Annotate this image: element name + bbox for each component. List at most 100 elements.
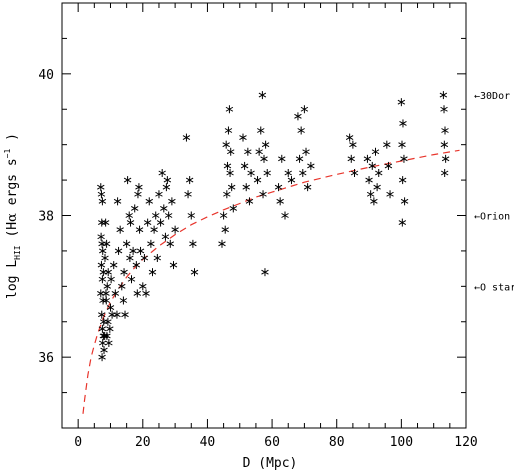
point-stroke <box>345 135 354 141</box>
data-point <box>119 296 128 305</box>
data-point <box>127 275 136 284</box>
data-point <box>287 176 296 185</box>
data-point <box>297 126 305 135</box>
data-point <box>349 140 357 149</box>
data-point <box>116 225 124 234</box>
data-point <box>300 105 309 114</box>
data-point <box>102 289 110 298</box>
data-point <box>126 254 134 262</box>
point-stroke <box>399 120 407 126</box>
point-stroke <box>299 170 307 176</box>
point-stroke <box>259 191 267 197</box>
point-stroke <box>383 142 391 148</box>
point-stroke <box>224 128 233 133</box>
data-point <box>97 183 105 192</box>
data-point <box>258 91 267 100</box>
point-stroke <box>156 220 165 226</box>
point-stroke <box>284 170 292 176</box>
point-stroke <box>223 163 232 169</box>
point-stroke <box>102 241 111 247</box>
data-point <box>345 133 354 142</box>
data-point <box>161 232 170 241</box>
data-point <box>223 161 232 170</box>
point-stroke <box>300 106 309 112</box>
point-stroke <box>147 241 155 247</box>
point-stroke <box>169 262 178 268</box>
data-point <box>398 140 406 149</box>
data-point <box>99 296 107 305</box>
data-point <box>226 169 234 177</box>
point-stroke <box>371 149 380 155</box>
x-tick-label: 40 <box>200 435 216 450</box>
data-point <box>365 176 373 185</box>
point-stroke <box>276 198 284 204</box>
data-point <box>102 239 111 248</box>
data-point <box>383 140 391 149</box>
point-stroke <box>274 184 283 190</box>
point-stroke <box>106 326 114 332</box>
point-stroke <box>439 92 448 98</box>
point-stroke <box>302 149 310 155</box>
point-stroke <box>373 184 381 190</box>
y-tick-label: 38 <box>38 210 54 225</box>
plot-border <box>61 2 467 429</box>
data-point <box>113 197 122 206</box>
x-tick-label: 120 <box>454 435 477 450</box>
point-stroke <box>222 142 230 148</box>
point-stroke <box>287 177 296 183</box>
data-point <box>99 317 108 326</box>
y-label-sup: −1 <box>3 149 12 159</box>
point-stroke <box>253 177 262 183</box>
data-point <box>98 197 107 206</box>
data-point <box>113 310 121 319</box>
point-stroke <box>368 163 377 169</box>
x-axis-label: D (Mpc) <box>243 456 298 471</box>
data-point <box>221 225 229 234</box>
point-stroke <box>99 333 108 339</box>
data-point <box>242 183 250 192</box>
data-point <box>156 218 165 227</box>
data-point <box>375 169 383 177</box>
point-stroke <box>158 170 166 176</box>
point-stroke <box>113 312 121 318</box>
data-point <box>140 254 149 262</box>
data-point <box>97 232 105 241</box>
data-point <box>100 346 108 355</box>
point-stroke <box>107 276 115 282</box>
point-stroke <box>99 298 107 303</box>
data-point <box>129 246 137 255</box>
point-stroke <box>295 156 304 162</box>
data-point <box>102 296 111 305</box>
data-point <box>139 282 147 291</box>
data-point <box>398 176 407 185</box>
data-point <box>122 239 131 248</box>
point-stroke <box>261 142 270 148</box>
point-stroke <box>136 248 145 254</box>
data-point <box>97 190 106 199</box>
point-stroke <box>104 269 112 275</box>
data-point <box>225 105 234 114</box>
point-stroke <box>98 340 107 346</box>
point-stroke <box>111 290 120 296</box>
point-stroke <box>245 198 254 204</box>
data-point <box>226 147 235 156</box>
point-stroke <box>397 99 406 105</box>
point-stroke <box>303 184 312 190</box>
data-point <box>307 161 315 170</box>
point-stroke <box>100 347 108 353</box>
point-stroke <box>226 170 234 176</box>
point-stroke <box>142 290 150 296</box>
data-point <box>98 239 106 248</box>
tick-labels: 0 20 40 60 80 100 120 36 38 40 <box>38 68 477 450</box>
data-point <box>114 246 123 255</box>
point-stroke <box>166 241 175 247</box>
x-tick-label: 20 <box>135 435 151 450</box>
x-tick-label: 60 <box>264 435 280 450</box>
data-point <box>185 176 194 185</box>
reference-label: ←O star <box>474 282 514 293</box>
point-stroke <box>126 255 134 261</box>
point-stroke <box>182 135 191 141</box>
point-stroke <box>247 170 255 176</box>
data-point <box>111 289 120 298</box>
